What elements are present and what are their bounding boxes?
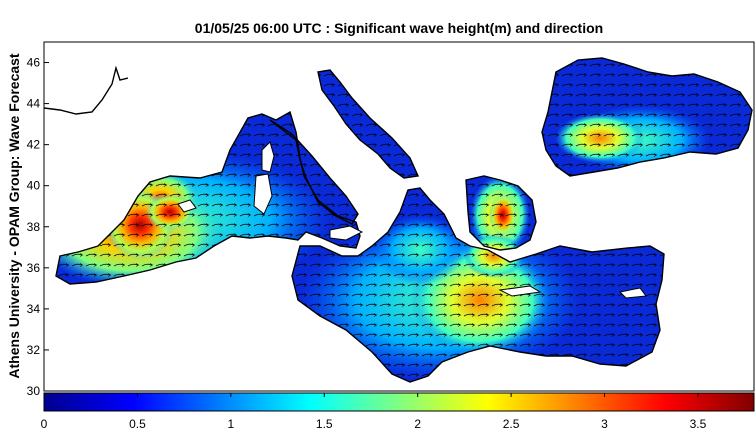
colorbar-tick-label: 0 bbox=[41, 417, 48, 431]
colorbar-tick-label: 2 bbox=[414, 417, 421, 431]
lat-tick-label: 36 bbox=[27, 261, 41, 275]
balearic-island bbox=[177, 199, 197, 213]
lat-tick-label: 34 bbox=[27, 302, 41, 316]
sicily-island bbox=[329, 225, 364, 241]
lat-tick-label: 46 bbox=[27, 56, 41, 70]
colorbar-tick-label: 1 bbox=[227, 417, 234, 431]
map-title: 01/05/25 06:00 UTC : Significant wave he… bbox=[194, 20, 604, 36]
atlantic-coast-line bbox=[43, 65, 129, 115]
lat-tick-label: 38 bbox=[27, 220, 41, 234]
colorbar-tick-label: 0.5 bbox=[129, 417, 146, 431]
corsica-island bbox=[261, 141, 275, 173]
lat-tick-label: 32 bbox=[27, 343, 41, 357]
latitude-axis: 30 32 34 36 38 40 42 44 46 bbox=[27, 56, 49, 398]
colorbar-tick-label: 1.5 bbox=[316, 417, 333, 431]
cyprus-island bbox=[618, 287, 647, 299]
coastlines bbox=[43, 57, 753, 383]
colorbar: 0 0.5 1 1.5 2 2.5 3 3.5 bbox=[41, 392, 755, 431]
colorbar-tick-label: 2.5 bbox=[503, 417, 520, 431]
lat-tick-label: 44 bbox=[27, 97, 41, 111]
lat-tick-label: 30 bbox=[27, 384, 41, 398]
crete-island bbox=[498, 285, 542, 297]
colorbar-tick-label: 3.5 bbox=[690, 417, 707, 431]
islands bbox=[177, 141, 647, 299]
colorbar-strip bbox=[43, 392, 755, 412]
sardinia-island bbox=[253, 173, 273, 215]
colorbar-ticks: 0 0.5 1 1.5 2 2.5 3 3.5 bbox=[41, 393, 707, 431]
lat-tick-label: 40 bbox=[27, 179, 41, 193]
colorbar-tick-label: 3 bbox=[601, 417, 608, 431]
lat-tick-label: 42 bbox=[27, 138, 41, 152]
